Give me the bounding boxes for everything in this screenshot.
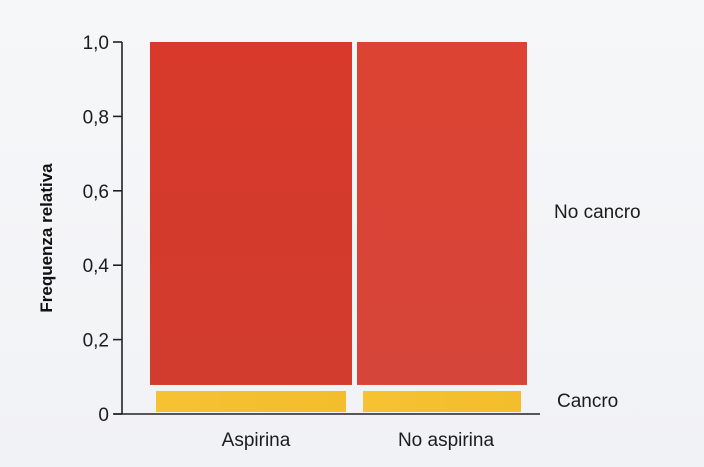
bar-no-cancro-no-aspirina xyxy=(357,42,527,385)
y-axis-title: Frequenza relativa xyxy=(37,163,56,313)
y-tick-label: 0 xyxy=(98,405,109,426)
series-label-cancro: Cancro xyxy=(557,391,618,412)
y-tick-label: 0,2 xyxy=(83,331,109,352)
y-tick-label: 1,0 xyxy=(83,33,109,54)
x-category-label: No aspirina xyxy=(398,430,495,451)
series-label-no-cancro: No cancro xyxy=(554,202,641,223)
y-tick-label: 0,8 xyxy=(83,107,109,128)
bar-cancro-aspirina xyxy=(156,390,346,412)
x-category-label: Aspirina xyxy=(222,430,291,451)
y-tick-label: 0,4 xyxy=(83,256,110,277)
bar-no-cancro-aspirina xyxy=(150,42,352,385)
bar-cancro-no-aspirina xyxy=(363,390,521,412)
y-tick-label: 0,6 xyxy=(83,182,109,203)
